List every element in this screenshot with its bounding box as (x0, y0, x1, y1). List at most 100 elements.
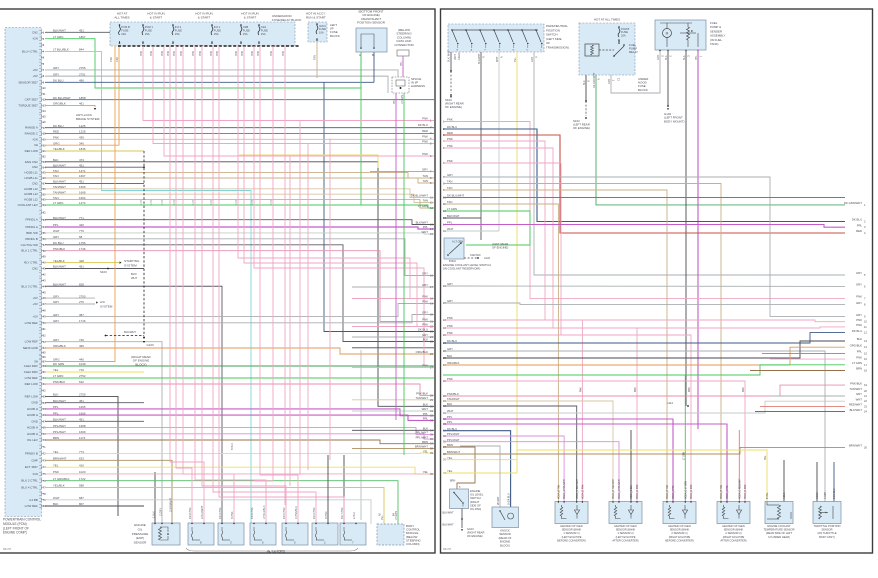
svg-text:GRY: GRY (53, 235, 59, 239)
svg-text:29: 29 (430, 398, 433, 402)
svg-text:DK BLU: DK BLU (53, 241, 63, 245)
svg-text:79: 79 (43, 498, 47, 502)
svg-text:38: 38 (43, 249, 47, 253)
svg-text:PNK: PNK (689, 387, 691, 392)
svg-text:1744: 1744 (270, 199, 273, 205)
svg-text:D PNK: D PNK (325, 511, 328, 519)
svg-text:53: 53 (43, 340, 47, 344)
svg-text:ENGINE: ENGINE (500, 540, 511, 544)
svg-text:FUEL: FUEL (629, 43, 637, 47)
svg-text:BLK: BLK (53, 393, 59, 397)
svg-text:FUSE: FUSE (330, 30, 338, 34)
svg-text:DK BLU: DK BLU (53, 124, 63, 128)
svg-text:PNK: PNK (422, 300, 428, 304)
svg-text:26: 26 (430, 352, 433, 356)
svg-text:D: D (687, 55, 690, 57)
svg-text:DK BLU/WHT: DK BLU/WHT (447, 194, 465, 198)
svg-text:TAN: TAN (447, 200, 452, 204)
svg-text:LOW REF: LOW REF (25, 340, 38, 344)
svg-text:496: 496 (79, 79, 84, 83)
svg-text:1020: 1020 (79, 470, 86, 474)
svg-text:PNK: PNK (856, 318, 862, 322)
svg-text:PRESSURE: PRESSURE (132, 532, 149, 536)
svg-text:2701: 2701 (79, 72, 86, 76)
svg-text:(LEFT EXH PIPE: (LEFT EXH PIPE (562, 535, 582, 539)
svg-text:RANGE C: RANGE C (25, 132, 38, 136)
svg-text:22: 22 (43, 155, 47, 159)
svg-text:70: 70 (43, 438, 47, 442)
svg-text:OF ENGINE): OF ENGINE) (445, 105, 462, 109)
svg-text:SWITCH: SWITCH (470, 496, 481, 500)
svg-text:PNK: PNK (422, 135, 428, 139)
svg-text:HO2B H: HO2B H (27, 413, 38, 417)
svg-text:GRY: GRY (856, 301, 862, 305)
svg-text:BRN/WHT: BRN/WHT (447, 450, 460, 454)
svg-text:PNK: PNK (180, 51, 183, 56)
svg-text:WHT: WHT (447, 227, 454, 231)
svg-text:PNK/BLK: PNK/BLK (53, 380, 65, 384)
svg-text:LOW REF: LOW REF (25, 376, 38, 380)
svg-text:GRY: GRY (53, 313, 59, 317)
svg-text:33: 33 (43, 218, 47, 222)
svg-text:A9: A9 (379, 512, 382, 516)
svg-text:COOLANT LEV: COOLANT LEV (18, 203, 38, 207)
svg-text:1716: 1716 (79, 319, 86, 323)
svg-text:HO2B L11: HO2B L11 (25, 176, 39, 180)
svg-text:GND: GND (31, 401, 37, 405)
svg-text:PPL/WHT: PPL/WHT (53, 430, 66, 434)
svg-text:23: 23 (430, 330, 433, 334)
svg-text:INJECTORS: INJECTORS (267, 550, 285, 554)
svg-text:18: 18 (864, 369, 867, 373)
svg-text:HO2B H: HO2B H (27, 426, 38, 430)
svg-text:TAN: TAN (53, 169, 59, 173)
svg-text:14: 14 (43, 109, 47, 113)
svg-text:44: 44 (43, 284, 47, 288)
svg-text:FUSE: FUSE (243, 28, 250, 32)
svg-text:DK BLU/WHT: DK BLU/WHT (53, 96, 71, 100)
svg-text:DK BLU: DK BLU (447, 427, 457, 431)
svg-text:2752: 2752 (79, 374, 86, 378)
svg-text:1: 1 (43, 30, 45, 34)
svg-text:OF ENGINE: OF ENGINE (133, 359, 150, 363)
svg-text:INJ 2: INJ 2 (175, 25, 182, 29)
svg-text:(RIGHT: (RIGHT (470, 500, 480, 504)
svg-text:CKP 3827: CKP 3827 (25, 98, 39, 102)
svg-text:7: 7 (864, 296, 866, 300)
svg-text:4: 4 (864, 231, 866, 235)
svg-text:473: 473 (79, 158, 84, 162)
svg-text:37: 37 (430, 442, 433, 446)
svg-text:BLK: BLK (53, 158, 59, 162)
svg-text:PRNDL B: PRNDL B (25, 237, 37, 241)
svg-text:7: 7 (430, 170, 432, 174)
svg-text:B PNK: B PNK (231, 511, 234, 519)
svg-text:BLK/WHT: BLK/WHT (447, 214, 460, 218)
svg-text:98178: 98178 (3, 547, 11, 551)
svg-text:DK BLU: DK BLU (447, 125, 457, 129)
svg-text:PNK: PNK (257, 51, 260, 56)
svg-text:BLK: BLK (683, 55, 686, 60)
svg-text:68: 68 (79, 235, 83, 239)
svg-text:GRY: GRY (422, 272, 428, 276)
svg-text:37: 37 (43, 243, 47, 247)
svg-text:54: 54 (43, 346, 47, 350)
svg-text:OIL PAN): OIL PAN) (470, 507, 481, 511)
svg-text:25: 25 (43, 171, 47, 175)
svg-text:PNK: PNK (743, 387, 745, 392)
svg-text:GRY: GRY (422, 168, 428, 172)
svg-text:PNK: PNK (856, 323, 862, 327)
svg-text:6: 6 (864, 284, 866, 288)
svg-text:LT GRN/BLK: LT GRN/BLK (53, 477, 70, 481)
svg-text:PNK: PNK (447, 159, 453, 163)
svg-text:TAN: TAN (423, 174, 428, 178)
svg-text:A BLU/WHT: A BLU/WHT (201, 505, 204, 519)
svg-text:72: 72 (43, 452, 47, 456)
svg-text:36: 36 (43, 237, 47, 241)
svg-text:A/C: A/C (100, 300, 106, 304)
svg-text:O2A: O2A (261, 25, 267, 29)
svg-text:BLK: BLK (447, 402, 452, 406)
svg-text:RED: RED (447, 131, 453, 135)
svg-text:45: 45 (43, 290, 47, 294)
svg-text:PCM B: PCM B (621, 27, 629, 31)
svg-text:42: 42 (43, 273, 47, 277)
svg-text:MODULE (PCM): MODULE (PCM) (3, 522, 27, 526)
